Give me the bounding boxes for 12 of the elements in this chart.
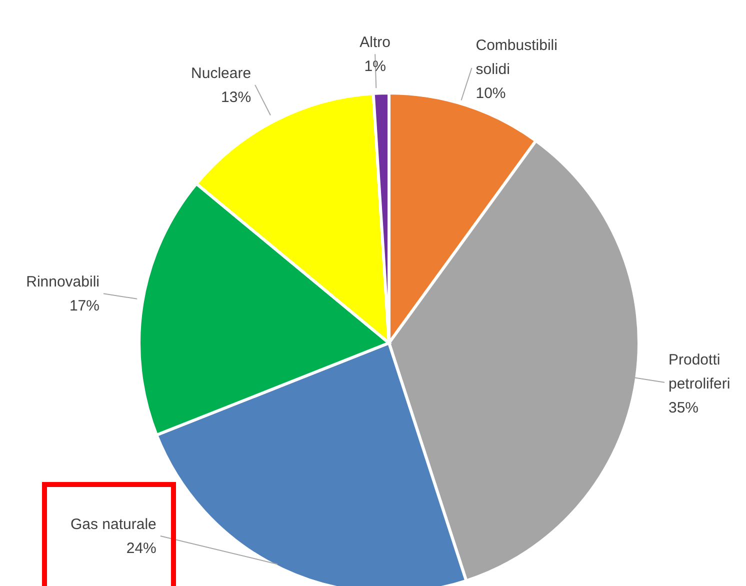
slice-label: Rinnovabili <box>26 274 100 291</box>
slice-label: Prodotti petroliferi <box>668 351 730 392</box>
data-label: 24% <box>126 540 156 557</box>
data-label: 35% <box>668 399 699 416</box>
slice-label: Combustibili solidi <box>476 36 558 78</box>
slice-label: Altro <box>360 34 390 52</box>
data-label: 10% <box>476 84 506 102</box>
data-label: 1% <box>364 58 386 76</box>
data-label: 13% <box>221 88 252 106</box>
slice-label: Gas naturale <box>70 516 156 533</box>
data-label: 17% <box>69 298 100 315</box>
slice-label: Nucleare <box>191 64 252 82</box>
